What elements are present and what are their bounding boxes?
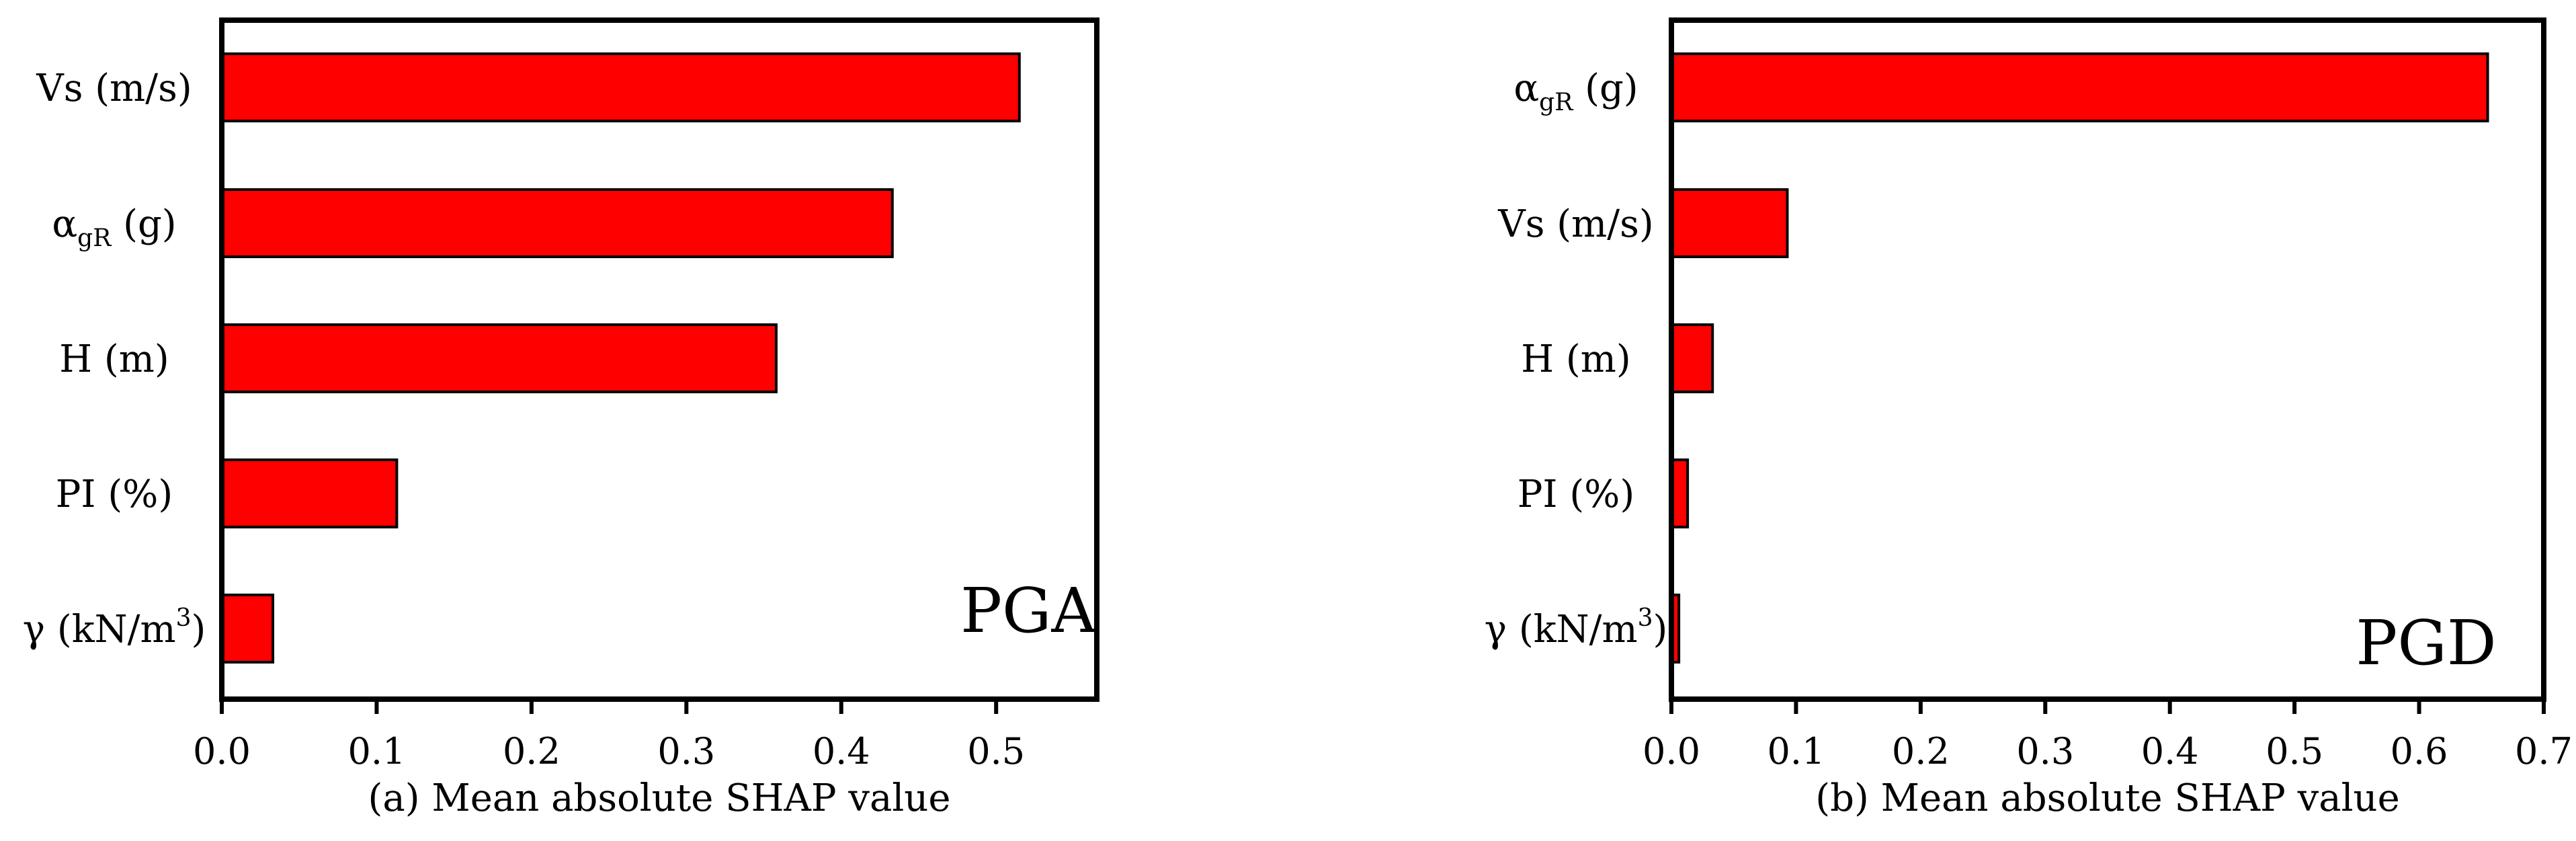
category-label-rest: )	[1653, 608, 1668, 651]
category-label: PI (%)	[1518, 473, 1635, 516]
category-label-subscript: gR	[1539, 89, 1573, 116]
x-tick-label: 0.0	[193, 730, 251, 772]
bar-5	[220, 594, 275, 664]
x-tick-label: 0.4	[2141, 730, 2199, 772]
x-tick-label: 0.2	[1892, 730, 1950, 772]
bar-4	[1670, 458, 1690, 528]
category-label-superscript: 3	[176, 604, 192, 632]
category-label: γ (kN/m3)	[1485, 604, 1668, 651]
category-label: αgR (g)	[52, 202, 176, 252]
category-label: Vs (m/s)	[36, 67, 192, 110]
category-label-rest: (g)	[111, 202, 176, 246]
x-tick-label: 0.0	[1643, 730, 1700, 772]
category-label-base: α	[1513, 67, 1539, 110]
panel-a-pga: Vs (m/s) αgR (g) H (m) PI (%) γ (kN/m3) 0.0 0.…	[23, 17, 1099, 820]
category-label-superscript: 3	[1638, 604, 1653, 632]
category-label: PI (%)	[56, 473, 173, 516]
x-tick-label: 0.3	[2016, 730, 2074, 772]
x-tick-label: 0.5	[2266, 730, 2323, 772]
x-tick-label: 0.5	[967, 730, 1025, 772]
x-tick-label: 0.3	[657, 730, 715, 772]
bar-3	[220, 323, 778, 393]
category-label-subscript: gR	[77, 225, 112, 252]
panel-annotation: PGA	[960, 575, 1097, 647]
category-label-base: γ (kN/m	[23, 608, 176, 651]
x-tick-label: 0.4	[813, 730, 870, 772]
plot-frame	[219, 17, 1099, 702]
bar-1	[220, 52, 1021, 122]
x-tick-label: 0.1	[347, 730, 405, 772]
bar-2	[220, 188, 894, 258]
category-label: H (m)	[59, 337, 169, 381]
category-label: Vs (m/s)	[1497, 202, 1653, 246]
x-tick-label: 0.7	[2515, 730, 2573, 772]
x-tick-label: 0.1	[1767, 730, 1825, 772]
category-label-rest: (g)	[1573, 67, 1638, 110]
panel-annotation: PGD	[2356, 607, 2496, 679]
category-label-base: γ (kN/m	[1485, 608, 1638, 651]
x-axis-label: (b) Mean absolute SHAP value	[1815, 776, 2399, 820]
panel-b-pgd: αgR (g) Vs (m/s) H (m) PI (%) γ (kN/m3) 0.0 0.…	[1485, 17, 2573, 820]
bar-3	[1670, 323, 1714, 393]
bar-1	[1670, 52, 2489, 122]
x-tick-label: 0.6	[2391, 730, 2448, 772]
category-label-rest: )	[192, 608, 206, 651]
bar-2	[1670, 188, 1789, 258]
category-label: H (m)	[1521, 337, 1630, 381]
x-axis-label: (a) Mean absolute SHAP value	[368, 776, 951, 820]
x-tick-label: 0.2	[503, 730, 560, 772]
bar-4	[220, 458, 399, 528]
category-label: αgR (g)	[1513, 67, 1638, 116]
plot-frame	[1669, 17, 2546, 702]
category-label-base: α	[52, 202, 77, 246]
category-label: γ (kN/m3)	[23, 604, 206, 651]
